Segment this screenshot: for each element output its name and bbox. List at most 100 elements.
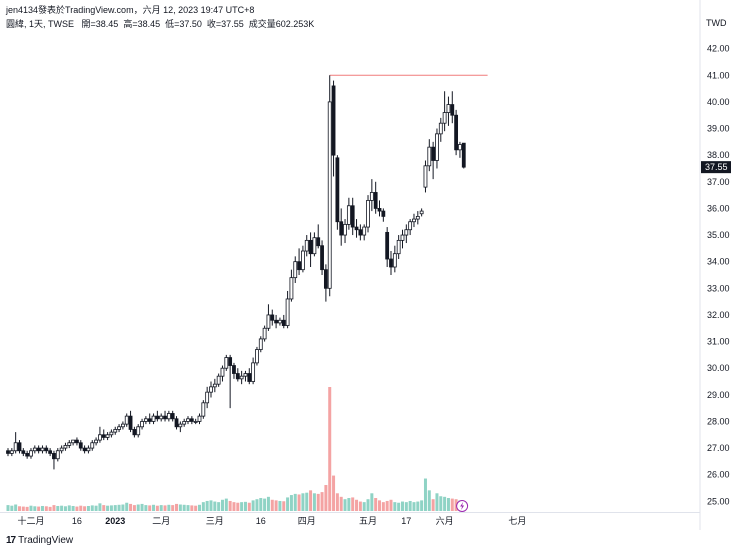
price-tick-label: 31.00 (707, 337, 730, 347)
price-tick-label: 35.00 (707, 230, 730, 240)
candle-body (323, 269, 328, 289)
volume-bar (56, 505, 60, 511)
time-tick-label: 十二月 (17, 515, 44, 526)
candle-body (205, 391, 210, 404)
volume-bar (52, 505, 56, 511)
volume-bar (40, 505, 44, 511)
volume-bar (374, 498, 378, 511)
candle-body (251, 362, 256, 382)
volume-bar (393, 502, 397, 511)
candle-body (212, 383, 217, 388)
volume-bar (316, 493, 320, 511)
candle-body (235, 373, 240, 380)
volume-bar (37, 506, 41, 511)
time-tick-label: 五月 (359, 516, 377, 526)
price-tick-label: 41.00 (707, 70, 730, 80)
volume-bar (198, 504, 201, 511)
candle-body (113, 429, 118, 433)
time-tick-label: 七月 (508, 516, 526, 526)
candle-body (220, 367, 225, 377)
volume-bar (228, 500, 232, 511)
candle-body (389, 258, 393, 268)
price-tick-label: 38.00 (707, 150, 730, 160)
volume-bar (358, 501, 362, 511)
volume-bar (366, 499, 370, 511)
volume-bar (190, 505, 194, 511)
legend-symbol: 圓緯, 1天, TWSE (6, 19, 75, 29)
volume-bar (362, 502, 366, 511)
candle-body (121, 423, 125, 428)
volume-bar (324, 485, 328, 511)
candle-body (9, 450, 14, 454)
candle-body (75, 439, 79, 444)
candle-body (358, 229, 363, 236)
candle-body (67, 442, 72, 446)
volume-bar (117, 504, 121, 511)
candle-body (262, 327, 267, 340)
volume-bar (381, 502, 385, 511)
volume-bar (182, 504, 186, 511)
volume-bar (75, 506, 79, 511)
candle-body (224, 357, 229, 369)
candle-body (178, 423, 183, 428)
volume-bar (251, 500, 255, 511)
candle-body (21, 450, 26, 454)
candle-body (412, 218, 416, 223)
candle-body (404, 229, 409, 236)
volume-bar (148, 505, 152, 511)
volume-bar (186, 505, 190, 511)
candle-body (155, 415, 160, 420)
candle-body (86, 447, 91, 452)
candle-body (392, 253, 397, 268)
volume-bar (259, 498, 263, 511)
volume-bar (106, 505, 110, 511)
candle-body (63, 445, 68, 449)
volume-bar (263, 498, 267, 511)
candle-body (44, 447, 49, 452)
tradingview-brand[interactable]: 17 TradingView (6, 535, 73, 546)
candle-body (304, 239, 309, 252)
volume-bar (389, 499, 393, 511)
candle-body (301, 250, 305, 271)
candle-body (346, 205, 351, 225)
volume-bar (6, 505, 10, 511)
candle-body (458, 144, 462, 151)
volume-bar (205, 500, 209, 511)
volume-bar (155, 505, 159, 511)
candle-body (423, 165, 428, 188)
lightning-glyph (460, 502, 465, 510)
candle-body (278, 319, 282, 324)
volume-bar (278, 500, 282, 511)
candle-body (343, 223, 347, 236)
candle-body (143, 418, 148, 422)
candle-body (255, 349, 259, 364)
candle-body (182, 421, 187, 425)
candle-body (94, 439, 98, 444)
candle-body (136, 426, 141, 436)
volume-bar (385, 500, 389, 511)
candle-body (6, 450, 10, 454)
candle-body (25, 453, 30, 457)
volume-bar (44, 506, 48, 511)
volume-bar (132, 505, 136, 511)
candle-body (362, 226, 367, 236)
candle-body (450, 104, 455, 116)
price-tick-label: 37.00 (707, 177, 730, 187)
candle-body (435, 133, 439, 161)
volume-bar (178, 504, 182, 511)
volume-bar (408, 500, 412, 511)
volume-bar (404, 502, 408, 511)
volume-bar (67, 505, 71, 511)
candle-body (366, 200, 370, 228)
volume-bar (63, 506, 67, 511)
candle-body (285, 298, 290, 326)
candle-body (186, 418, 190, 422)
price-tick-label: 27.00 (707, 443, 730, 453)
volume-bar (439, 496, 443, 511)
volume-bar (309, 490, 313, 511)
volume-bar (29, 505, 33, 511)
candle-body (461, 142, 466, 168)
time-tick-label: 二月 (152, 516, 170, 526)
volume-bar (305, 492, 309, 511)
